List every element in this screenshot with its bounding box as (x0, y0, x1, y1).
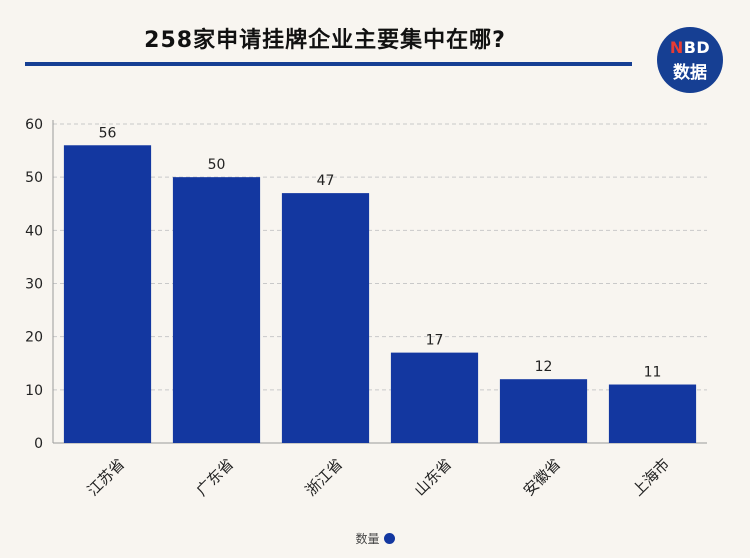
y-tick-label: 0 (34, 436, 43, 452)
bar-value-label: 47 (317, 173, 335, 189)
y-tick-label: 60 (25, 117, 43, 133)
bar-value-label: 11 (644, 365, 662, 381)
bar (608, 384, 697, 443)
legend-label: 数量 (355, 532, 380, 546)
x-category-label: 浙江省 (302, 455, 347, 500)
y-tick-label: 10 (25, 383, 43, 399)
gridlines (53, 123, 707, 391)
logo-subtitle: 数据 (673, 63, 707, 83)
y-tick-label: 30 (25, 277, 43, 293)
logo-wordmark: NBD (657, 38, 723, 57)
bar (172, 177, 261, 443)
x-category-label: 江苏省 (84, 455, 129, 500)
y-tick-label: 20 (25, 330, 43, 346)
x-category-label: 安徽省 (520, 455, 565, 500)
logo-letters: BD (683, 38, 711, 57)
bar (499, 379, 588, 443)
x-category-label: 广东省 (193, 455, 238, 500)
x-category-label: 山东省 (411, 455, 456, 500)
logo-accent-letter: N (669, 38, 684, 57)
axes: 0 10 20 30 40 50 60 (25, 117, 707, 452)
bar (63, 145, 152, 443)
y-tick-label: 40 (25, 223, 43, 239)
chart-title: 258家申请挂牌企业主要集中在哪? (144, 28, 506, 53)
x-category-label: 上海市 (629, 455, 674, 500)
legend: 数量 (0, 530, 750, 547)
legend-swatch (383, 533, 395, 544)
nbd-logo: NBD 数据 (657, 27, 723, 93)
bar-value-label: 12 (535, 359, 553, 375)
bar (390, 352, 479, 443)
bar-value-label: 56 (99, 125, 117, 141)
bar-value-label: 17 (426, 333, 444, 349)
bar-value-label: 50 (208, 157, 226, 173)
title-rule (25, 62, 632, 66)
y-tick-label: 50 (25, 170, 43, 186)
bar (281, 193, 370, 443)
bars (63, 145, 697, 443)
